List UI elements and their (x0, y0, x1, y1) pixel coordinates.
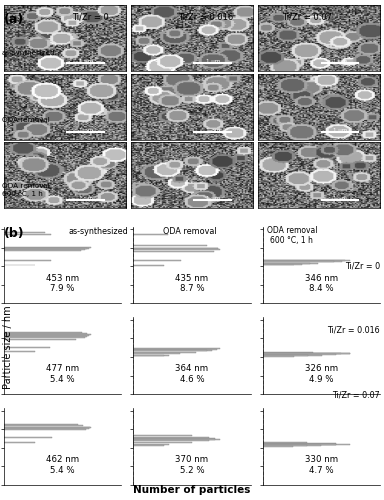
Bar (4, 336, 87, 337)
Bar (4, 264, 35, 266)
Text: 477 nm: 477 nm (46, 364, 79, 374)
Text: as-synthesized: as-synthesized (68, 228, 128, 236)
Bar (263, 354, 336, 355)
Bar (4, 346, 50, 348)
Text: ODA removal
600 °C, 1 h: ODA removal 600 °C, 1 h (2, 183, 50, 197)
Bar (133, 445, 164, 446)
Text: 435 nm: 435 nm (175, 274, 209, 282)
Text: 370 nm: 370 nm (175, 455, 209, 464)
Text: 1 μm: 1 μm (79, 128, 93, 133)
Bar (133, 444, 169, 445)
Text: 1 μm: 1 μm (333, 60, 347, 64)
Bar (263, 444, 336, 445)
Bar (4, 427, 91, 428)
Text: 326 nm: 326 nm (305, 364, 338, 374)
Bar (133, 248, 218, 250)
Bar (263, 354, 322, 356)
Bar (4, 333, 87, 334)
Text: 1 μm: 1 μm (333, 128, 347, 133)
Text: ODA removal
600 °C, 1 h: ODA removal 600 °C, 1 h (266, 226, 317, 246)
Bar (4, 428, 86, 430)
Bar (263, 262, 318, 264)
Bar (133, 248, 218, 250)
Text: 1 μm: 1 μm (333, 196, 347, 202)
Text: 364 nm: 364 nm (175, 364, 209, 374)
Bar (133, 234, 168, 235)
Text: 4.7 %: 4.7 % (309, 466, 334, 475)
Text: 453 nm: 453 nm (46, 274, 79, 282)
Bar (263, 356, 294, 357)
Text: 4.6 %: 4.6 % (180, 375, 204, 384)
Bar (133, 439, 215, 440)
Bar (133, 260, 181, 261)
Bar (263, 446, 293, 447)
Text: 462 nm: 462 nm (46, 455, 79, 464)
Text: 8.4 %: 8.4 % (309, 284, 334, 294)
Text: 1 μm: 1 μm (79, 196, 93, 202)
Bar (133, 265, 164, 266)
Bar (4, 232, 45, 233)
Text: as-synthesized: as-synthesized (2, 50, 56, 56)
Bar (4, 249, 85, 250)
Bar (133, 349, 217, 350)
Text: 1 μm: 1 μm (79, 60, 93, 64)
Text: Number of particles: Number of particles (133, 485, 251, 495)
Bar (263, 353, 341, 354)
Text: (a): (a) (4, 12, 24, 26)
Bar (133, 440, 209, 441)
Text: 4.9 %: 4.9 % (309, 375, 334, 384)
Bar (263, 264, 294, 266)
Text: Ti/Zr = 0.016: Ti/Zr = 0.016 (178, 12, 233, 22)
Bar (4, 428, 88, 429)
Bar (133, 350, 207, 352)
Bar (4, 339, 76, 340)
Text: (b): (b) (4, 228, 25, 240)
Bar (4, 351, 35, 352)
Bar (263, 261, 342, 262)
Bar (263, 445, 321, 446)
Bar (263, 264, 301, 265)
Bar (263, 260, 350, 261)
Bar (4, 247, 91, 248)
Bar (133, 438, 215, 439)
Bar (133, 251, 214, 252)
Bar (4, 425, 83, 426)
Bar (263, 444, 336, 445)
Bar (133, 348, 220, 350)
Text: Ti/Zr = 0: Ti/Zr = 0 (72, 12, 109, 22)
Text: 5.2 %: 5.2 % (180, 466, 204, 475)
Text: Ti/Zr = 0: Ti/Zr = 0 (345, 262, 380, 270)
Bar (4, 250, 81, 251)
Text: 7.9 %: 7.9 % (50, 284, 75, 294)
Text: ODA removal: ODA removal (2, 117, 50, 123)
Bar (4, 334, 91, 335)
Bar (4, 248, 87, 250)
Text: Particle size / nm: Particle size / nm (3, 306, 13, 390)
Text: 8.7 %: 8.7 % (180, 284, 204, 294)
Text: ODA removal: ODA removal (163, 228, 217, 236)
Text: 330 nm: 330 nm (305, 455, 338, 464)
Bar (4, 234, 51, 235)
Bar (133, 354, 169, 356)
Text: Ti/Zr = 0.016: Ti/Zr = 0.016 (328, 326, 380, 334)
Text: Ti/Zr = 0.07: Ti/Zr = 0.07 (282, 12, 332, 22)
Text: 5.4 %: 5.4 % (50, 375, 75, 384)
Text: 1 μm: 1 μm (206, 196, 220, 202)
Bar (263, 443, 336, 444)
Text: 1 μm: 1 μm (206, 60, 220, 64)
Text: 346 nm: 346 nm (305, 274, 338, 282)
Bar (133, 438, 220, 440)
Text: 1 μm: 1 μm (206, 128, 220, 133)
Text: Ti/Zr = 0.07: Ti/Zr = 0.07 (333, 390, 380, 400)
Bar (4, 336, 85, 338)
Text: 5.4 %: 5.4 % (50, 466, 75, 475)
Bar (133, 249, 220, 250)
